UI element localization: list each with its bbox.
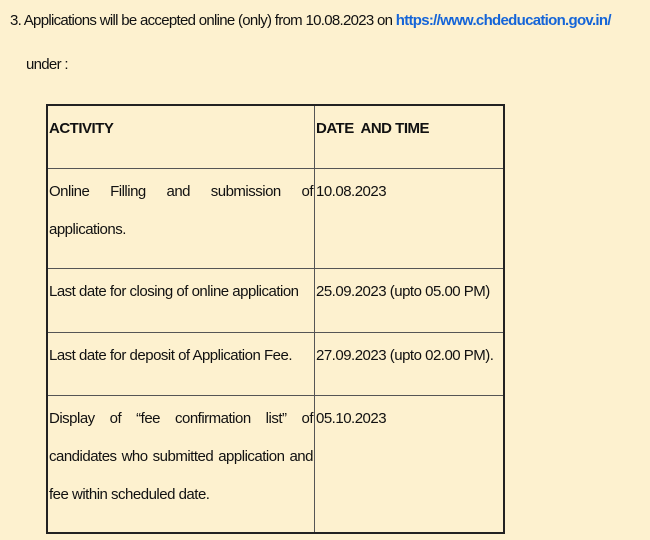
table-row: Last date for deposit of Application Fee… [46, 331, 505, 396]
website-link[interactable]: https://www.chdeducation.gov.in/ [395, 12, 612, 29]
activity-cell: Online Filling and submission of applica… [46, 167, 315, 269]
schedule-table: ACTIVITY DATE AND TIME Online Filling an… [46, 104, 505, 534]
intro-text: 3. Applications will be accepted online … [10, 12, 396, 29]
date-cell: 27.09.2023 (upto 02.00 PM). [314, 331, 505, 396]
date-cell: 25.09.2023 (upto 05.00 PM) [314, 267, 505, 333]
date-cell: 05.10.2023 [314, 394, 505, 534]
table-row: Display of “fee confirmation list” of ca… [46, 394, 505, 534]
table-row: Last date for closing of online applicat… [46, 267, 505, 333]
activity-cell: Last date for deposit of Application Fee… [46, 331, 315, 396]
table-header-row: ACTIVITY DATE AND TIME [46, 104, 505, 169]
date-cell: 10.08.2023 [314, 167, 505, 269]
header-activity: ACTIVITY [46, 104, 315, 169]
header-date: DATE AND TIME [314, 104, 505, 169]
intro-continuation: under : [26, 56, 69, 73]
activity-cell: Last date for closing of online applicat… [46, 267, 315, 333]
activity-cell: Display of “fee confirmation list” of ca… [46, 394, 315, 534]
table-row: Online Filling and submission of applica… [46, 167, 505, 269]
intro-line: 3. Applications will be accepted online … [10, 10, 646, 32]
